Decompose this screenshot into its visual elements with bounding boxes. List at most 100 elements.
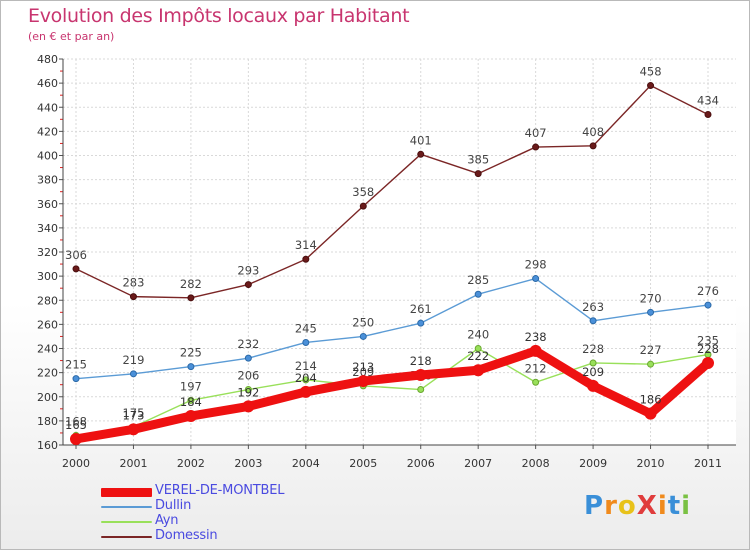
data-point-verel-de-montbel xyxy=(70,432,82,445)
data-label-ayn: 240 xyxy=(467,328,489,342)
data-label-ayn: 206 xyxy=(237,369,259,383)
data-point-dullin xyxy=(474,290,482,298)
data-label-dullin: 298 xyxy=(525,258,547,272)
data-point-verel-de-montbel xyxy=(414,369,427,382)
logo-letter: o xyxy=(617,491,637,521)
data-label-domessin: 358 xyxy=(352,185,374,199)
data-label-domessin: 283 xyxy=(122,276,144,290)
series-line-verel-de-montbel xyxy=(71,346,713,444)
data-point-dullin xyxy=(359,332,367,340)
data-point-dullin xyxy=(589,317,597,325)
legend-label: Dullin xyxy=(155,498,192,513)
data-point-domessin xyxy=(187,294,195,302)
data-label-ayn: 168 xyxy=(65,414,87,428)
y-tick-label: 320 xyxy=(37,246,58,259)
data-label-ayn: 227 xyxy=(640,343,662,357)
y-tick-label: 340 xyxy=(37,222,58,235)
data-label-ayn: 197 xyxy=(180,379,202,393)
chart-title: Evolution des Impôts locaux par Habitant xyxy=(28,5,410,27)
data-label-verel-de-montbel: 173 xyxy=(122,408,144,422)
y-tick-label: 360 xyxy=(37,198,58,211)
data-label-domessin: 407 xyxy=(525,126,547,140)
legend-swatch xyxy=(101,488,152,497)
y-tick-label: 300 xyxy=(37,270,58,283)
legend-label: Domessin xyxy=(155,528,218,543)
data-label-dullin: 261 xyxy=(410,302,432,316)
data-point-verel-de-montbel xyxy=(529,344,542,357)
data-point-dullin xyxy=(704,301,712,309)
y-tick-label: 480 xyxy=(37,53,58,66)
data-label-domessin: 401 xyxy=(410,133,432,147)
data-label-dullin: 215 xyxy=(65,358,87,372)
data-label-verel-de-montbel: 222 xyxy=(467,349,489,363)
logo-letter: X xyxy=(636,491,658,521)
data-point-verel-de-montbel xyxy=(587,379,600,392)
y-tick-label: 200 xyxy=(37,391,58,404)
data-point-dullin xyxy=(302,338,310,346)
data-label-dullin: 232 xyxy=(237,337,259,351)
data-label-verel-de-montbel: 218 xyxy=(410,354,432,368)
y-tick-label: 440 xyxy=(37,101,58,114)
data-point-ayn xyxy=(532,378,540,386)
data-point-domessin xyxy=(244,281,252,289)
data-point-domessin xyxy=(474,170,482,178)
data-label-verel-de-montbel: 165 xyxy=(65,418,87,432)
data-point-dullin xyxy=(532,275,540,283)
x-tick-label: 2009 xyxy=(579,457,607,470)
legend: VEREL-DE-MONTBEL Dullin Ayn Domessin xyxy=(101,483,361,545)
x-tick-label: 2003 xyxy=(234,457,262,470)
logo-letter: t xyxy=(667,491,682,521)
data-label-ayn: 212 xyxy=(525,361,547,375)
logo-letter: P xyxy=(584,491,605,521)
data-point-domessin xyxy=(129,293,137,301)
data-point-ayn xyxy=(302,376,310,384)
series-line-domessin xyxy=(75,84,709,299)
data-point-ayn xyxy=(244,386,252,394)
data-label-verel-de-montbel: 238 xyxy=(525,330,547,344)
x-tick-label: 2004 xyxy=(292,457,320,470)
legend-item: Dullin xyxy=(101,498,361,515)
data-point-domessin xyxy=(589,142,597,150)
data-label-dullin: 219 xyxy=(122,353,144,367)
data-point-domessin xyxy=(417,150,425,158)
legend-label: VEREL-DE-MONTBEL xyxy=(155,483,285,498)
data-point-ayn xyxy=(474,345,482,352)
data-label-domessin: 282 xyxy=(180,277,202,291)
logo-letter: i xyxy=(657,491,668,521)
data-point-dullin xyxy=(244,354,252,362)
data-label-domessin: 458 xyxy=(640,65,662,79)
x-tick-label: 2001 xyxy=(119,457,147,470)
proxiti-logo: ProXiti xyxy=(584,491,691,521)
y-tick-label: 220 xyxy=(37,367,58,380)
data-point-domessin xyxy=(532,143,540,151)
data-label-dullin: 276 xyxy=(697,284,719,298)
data-point-ayn xyxy=(647,360,655,368)
data-point-ayn xyxy=(417,386,425,394)
data-point-ayn xyxy=(187,396,195,404)
y-tick-label: 240 xyxy=(37,343,58,356)
y-tick-label: 380 xyxy=(37,174,58,187)
data-label-ayn: 209 xyxy=(352,365,374,379)
data-point-dullin xyxy=(129,370,137,378)
legend-swatch xyxy=(101,506,152,508)
x-tick-label: 2000 xyxy=(62,457,90,470)
data-label-verel-de-montbel: 192 xyxy=(237,385,259,399)
data-label-ayn: 235 xyxy=(697,334,719,348)
legend-swatch xyxy=(101,536,152,538)
series-line-ayn xyxy=(75,347,709,437)
legend-item: Domessin xyxy=(101,528,361,545)
data-label-dullin: 270 xyxy=(640,291,662,305)
legend-item: VEREL-DE-MONTBEL xyxy=(101,483,361,500)
data-point-verel-de-montbel xyxy=(299,385,312,398)
data-point-dullin xyxy=(187,363,195,371)
data-label-dullin: 263 xyxy=(582,300,604,314)
data-label-domessin: 385 xyxy=(467,153,489,167)
legend-swatch xyxy=(101,521,152,523)
data-point-domessin xyxy=(72,265,80,273)
x-tick-label: 2007 xyxy=(464,457,492,470)
data-label-ayn: 175 xyxy=(122,406,144,420)
y-tick-label: 260 xyxy=(37,318,58,331)
data-label-verel-de-montbel: 228 xyxy=(697,342,719,356)
x-tick-label: 2010 xyxy=(637,457,665,470)
